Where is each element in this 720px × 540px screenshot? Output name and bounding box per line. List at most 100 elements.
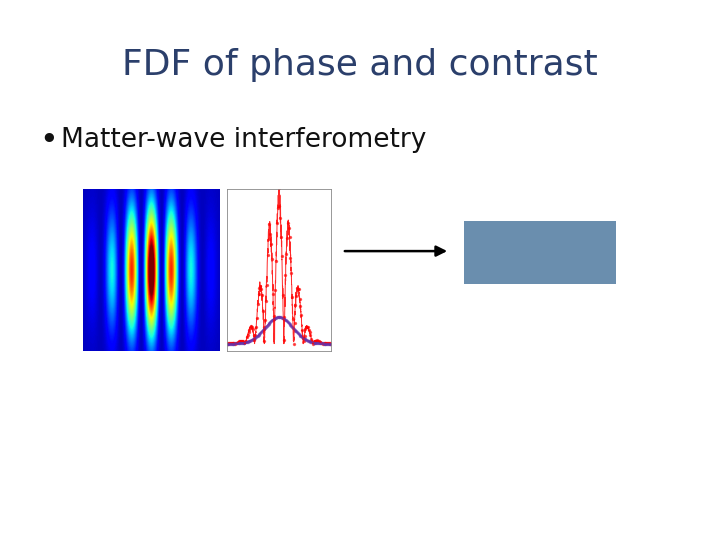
Point (300, 335, 311, 344)
Point (325, 339, 336, 348)
Point (259, 316, 271, 325)
Point (248, 331, 259, 340)
Point (264, 230, 276, 238)
Point (222, 339, 233, 348)
Point (324, 339, 336, 348)
Point (276, 313, 288, 322)
Point (256, 284, 267, 293)
Point (306, 338, 318, 347)
Point (228, 339, 239, 348)
Point (282, 219, 294, 227)
Point (228, 339, 240, 348)
Point (293, 285, 305, 293)
Point (251, 333, 262, 341)
Point (240, 336, 252, 345)
Point (241, 333, 253, 342)
Point (271, 313, 282, 322)
Point (257, 326, 269, 335)
Point (308, 338, 320, 347)
Point (324, 339, 336, 348)
Point (323, 339, 335, 348)
Point (323, 339, 334, 348)
Point (233, 337, 245, 346)
Point (269, 314, 280, 323)
Point (273, 184, 284, 192)
Point (294, 294, 305, 303)
Point (323, 339, 335, 348)
Point (246, 336, 257, 345)
Point (274, 214, 286, 223)
Point (298, 334, 310, 343)
Point (297, 333, 309, 342)
Point (257, 306, 269, 315)
Point (287, 323, 299, 332)
Point (302, 336, 314, 345)
Point (302, 323, 314, 332)
Point (258, 337, 270, 346)
Point (256, 291, 268, 299)
Point (266, 317, 277, 326)
Point (228, 339, 239, 348)
Point (289, 326, 301, 335)
Point (285, 269, 297, 278)
Point (290, 327, 302, 336)
Point (310, 336, 322, 345)
Point (235, 339, 247, 347)
Point (300, 325, 311, 334)
Point (325, 339, 336, 348)
Point (248, 334, 260, 342)
Point (283, 224, 294, 232)
Point (287, 322, 298, 331)
Point (292, 329, 304, 338)
Point (301, 336, 312, 345)
Point (314, 339, 325, 348)
Point (256, 327, 268, 336)
Point (262, 251, 274, 260)
Point (289, 319, 300, 327)
Point (307, 339, 319, 348)
Point (248, 336, 260, 345)
Point (263, 234, 274, 243)
Point (308, 338, 320, 347)
Point (271, 218, 283, 227)
Point (252, 332, 264, 340)
Point (243, 337, 255, 346)
Point (312, 339, 324, 347)
Point (292, 328, 303, 337)
Point (289, 325, 300, 334)
Text: Matter-wave interferometry: Matter-wave interferometry (61, 127, 426, 153)
Text: •: • (40, 125, 58, 156)
Point (253, 330, 264, 339)
Point (293, 330, 305, 339)
Point (288, 340, 300, 348)
Point (299, 332, 310, 340)
Point (233, 339, 245, 348)
Point (237, 339, 248, 347)
Point (292, 285, 304, 293)
Point (306, 336, 318, 345)
Point (284, 320, 295, 328)
Point (294, 332, 306, 340)
Point (279, 315, 290, 323)
Point (304, 337, 315, 346)
Point (320, 339, 331, 348)
Point (300, 335, 312, 344)
Point (230, 339, 241, 348)
Point (282, 318, 294, 326)
Point (240, 338, 252, 347)
Point (309, 337, 320, 346)
Point (272, 313, 284, 321)
Point (290, 292, 302, 301)
Point (254, 282, 266, 291)
Point (274, 313, 285, 321)
Point (261, 321, 273, 330)
Point (267, 289, 279, 298)
Point (303, 337, 315, 346)
Point (285, 321, 297, 330)
Point (225, 339, 236, 348)
Point (299, 335, 310, 343)
Point (321, 339, 333, 348)
Point (232, 339, 243, 348)
Point (315, 339, 326, 348)
Point (297, 333, 308, 341)
